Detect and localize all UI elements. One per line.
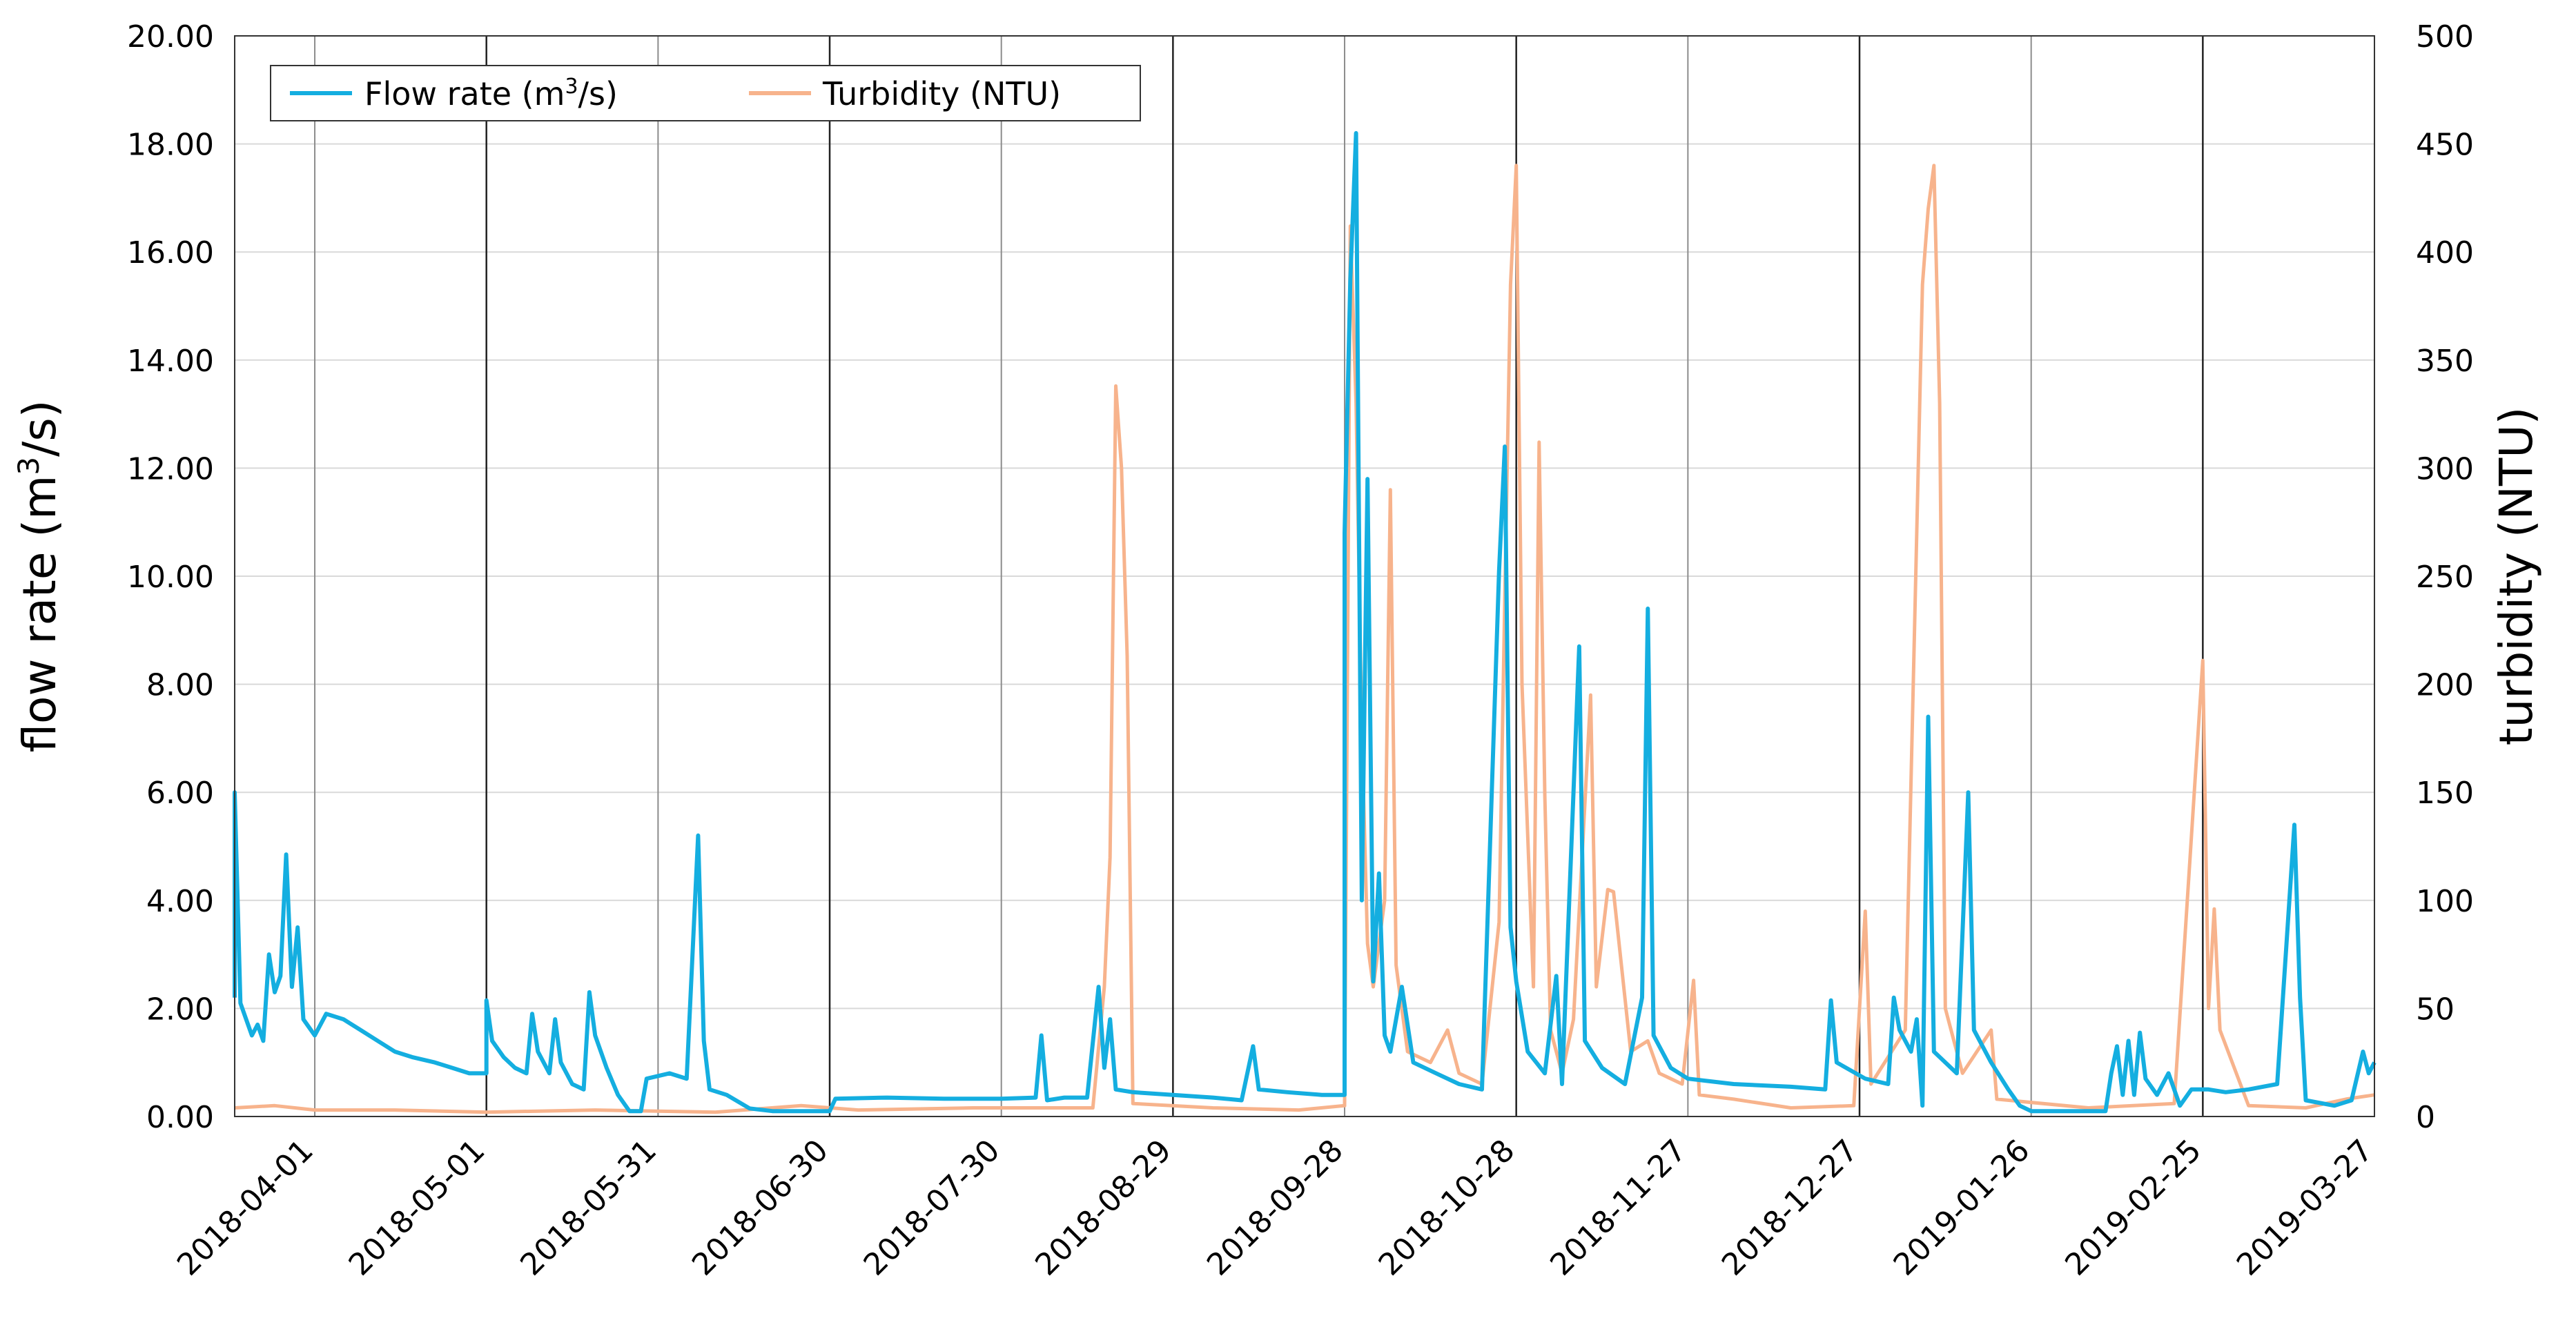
y-left-tick-label: 18.00 [127, 128, 214, 163]
y-left-tick-label: 2.00 [146, 992, 214, 1027]
y-left-title-suffix: /s) [13, 400, 66, 456]
y-left-tick-label: 0.00 [146, 1100, 214, 1135]
y-right-tick-label: 100 [2416, 884, 2474, 919]
legend-flow-sup: 3 [565, 75, 578, 99]
legend-box [270, 65, 1141, 121]
y-right-tick-label: 300 [2416, 451, 2474, 486]
y-left-tick-label: 20.00 [127, 19, 214, 55]
legend-label-turbidity: Turbidity (NTU) [822, 75, 1061, 112]
y-left-tick-label: 8.00 [146, 668, 214, 703]
y-right-tick-label: 50 [2416, 992, 2455, 1027]
y-right-tick-label: 400 [2416, 235, 2474, 270]
y-right-tick-label: 0 [2416, 1100, 2435, 1135]
y-left-title-sup: 3 [12, 457, 46, 475]
y-left-title-prefix: flow rate (m [13, 475, 66, 753]
y-left-tick-label: 10.00 [127, 560, 214, 595]
legend-flow-suffix: /s) [578, 75, 618, 112]
y-left-tick-label: 14.00 [127, 344, 214, 379]
y-right-tick-label: 200 [2416, 668, 2474, 703]
y-right-tick-label: 250 [2416, 560, 2474, 595]
legend: Flow rate (m3/s) Turbidity (NTU) [270, 65, 1141, 121]
y-left-tick-label: 6.00 [146, 776, 214, 811]
y-left-tick-label: 4.00 [146, 884, 214, 919]
legend-label-flow-rate: Flow rate (m3/s) [364, 75, 618, 113]
series-layer [233, 130, 2377, 1114]
y-left-tick-label: 12.00 [127, 451, 214, 486]
y-right-tick-label: 150 [2416, 776, 2474, 811]
series-line-flow-rate [233, 130, 2377, 1114]
y-right-tick-label: 450 [2416, 128, 2474, 163]
plot-frame [234, 35, 2375, 1117]
y-right-axis-title: turbidity (NTU) [2490, 407, 2543, 746]
y-left-axis-title: flow rate (m3/s) [12, 400, 67, 752]
legend-flow-prefix: Flow rate (m [364, 75, 565, 112]
y-right-tick-label: 500 [2416, 19, 2474, 55]
y-left-tick-label: 16.00 [127, 235, 214, 270]
series-line-turbidity [234, 164, 2375, 1114]
y-right-tick-label: 350 [2416, 344, 2474, 379]
